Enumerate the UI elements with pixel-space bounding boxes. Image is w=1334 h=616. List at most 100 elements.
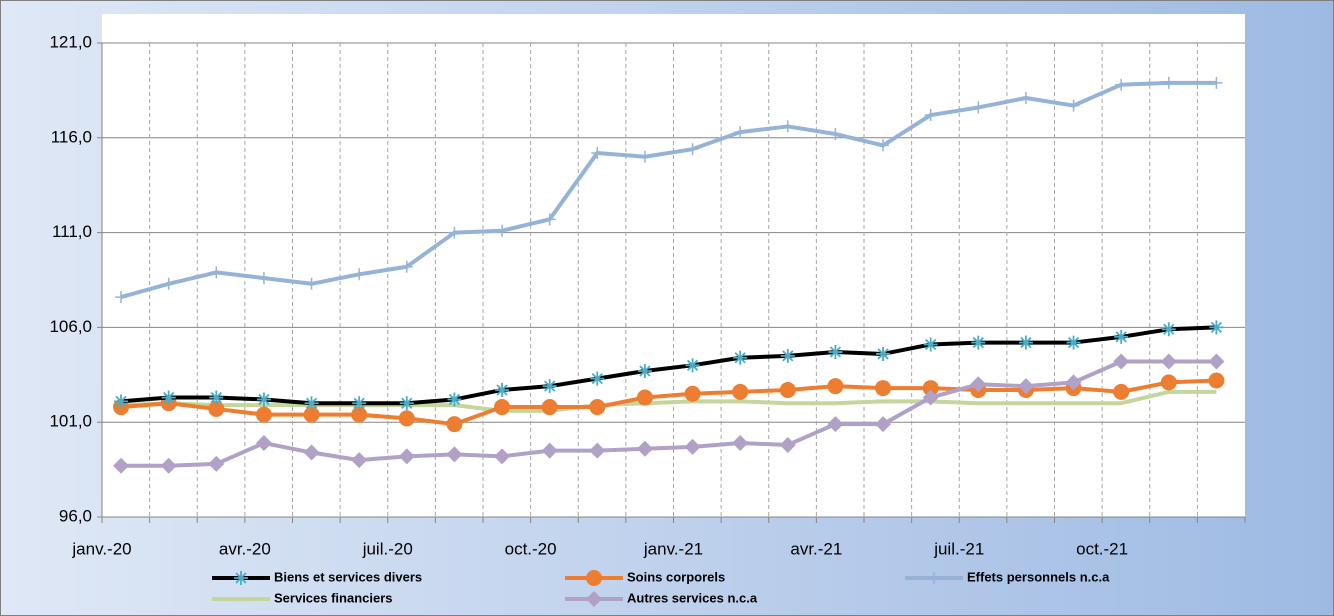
y-tick-label: 116,0 xyxy=(51,127,92,146)
marker xyxy=(541,399,558,416)
marker xyxy=(234,571,248,585)
x-tick-label: avr.-21 xyxy=(790,539,842,558)
marker xyxy=(827,416,844,433)
plot-area xyxy=(102,14,1245,517)
marker xyxy=(828,345,843,360)
marker xyxy=(494,448,511,465)
marker xyxy=(827,378,844,395)
marker xyxy=(1209,320,1224,335)
marker xyxy=(541,442,558,459)
marker xyxy=(781,120,794,133)
marker xyxy=(685,358,700,373)
marker xyxy=(496,224,509,237)
marker xyxy=(542,379,557,394)
marker xyxy=(1113,353,1130,370)
marker xyxy=(161,390,176,405)
marker xyxy=(829,128,842,141)
marker xyxy=(256,392,271,407)
marker xyxy=(923,337,938,352)
marker xyxy=(684,438,701,455)
marker xyxy=(780,348,795,363)
marker xyxy=(733,350,748,365)
marker xyxy=(400,260,413,273)
x-tick-label: janv.-21 xyxy=(643,539,703,558)
marker xyxy=(1067,99,1080,112)
marker xyxy=(255,435,272,452)
marker xyxy=(304,396,319,411)
marker xyxy=(1019,91,1032,104)
marker xyxy=(1115,78,1128,91)
y-tick-label: 106,0 xyxy=(49,317,92,336)
series-line xyxy=(120,80,1217,299)
marker xyxy=(686,143,699,156)
legend-label: Services financiers xyxy=(274,590,393,605)
marker xyxy=(1017,378,1034,395)
marker xyxy=(586,570,602,586)
marker xyxy=(732,383,749,400)
marker xyxy=(208,400,225,417)
marker xyxy=(543,213,556,226)
marker xyxy=(924,109,937,122)
marker xyxy=(779,381,796,398)
marker xyxy=(970,376,987,393)
marker xyxy=(1113,383,1130,400)
marker xyxy=(684,385,701,402)
marker xyxy=(589,399,606,416)
marker xyxy=(876,346,891,361)
marker xyxy=(162,277,175,290)
legend-label: Soins corporels xyxy=(627,569,725,584)
series-line xyxy=(120,389,1217,413)
marker xyxy=(494,399,511,416)
marker xyxy=(446,446,463,463)
marker xyxy=(1208,353,1225,370)
marker xyxy=(210,266,223,279)
series-line xyxy=(120,325,1217,406)
marker xyxy=(495,382,510,397)
marker xyxy=(590,371,605,386)
x-tick-label: juil.-21 xyxy=(933,539,984,558)
y-tick-label: 111,0 xyxy=(52,222,92,241)
legend-label: Effets personnels n.c.a xyxy=(967,569,1110,584)
marker xyxy=(1160,374,1177,391)
marker xyxy=(1210,76,1223,89)
marker xyxy=(353,268,366,281)
marker xyxy=(303,406,320,423)
marker xyxy=(160,457,177,474)
marker xyxy=(351,452,368,469)
marker xyxy=(398,448,415,465)
legend-label: Autres services n.c.a xyxy=(627,590,758,605)
marker xyxy=(638,150,651,163)
marker xyxy=(972,101,985,114)
y-tick-label: 121,0 xyxy=(49,32,92,51)
legend-label: Biens et services divers xyxy=(274,569,422,584)
x-tick-label: avr.-20 xyxy=(219,539,271,558)
marker xyxy=(398,410,415,427)
marker xyxy=(877,139,890,152)
marker xyxy=(779,436,796,453)
marker xyxy=(922,389,939,406)
marker xyxy=(1208,372,1225,389)
marker xyxy=(971,335,986,350)
marker xyxy=(1065,374,1082,391)
marker xyxy=(1114,329,1129,344)
marker xyxy=(305,277,318,290)
marker xyxy=(113,457,130,474)
marker xyxy=(115,291,128,304)
marker xyxy=(208,455,225,472)
marker xyxy=(636,389,653,406)
x-tick-label: oct.-20 xyxy=(505,539,557,558)
marker xyxy=(447,392,462,407)
marker xyxy=(399,396,414,411)
marker xyxy=(922,380,939,397)
marker xyxy=(446,416,463,433)
marker xyxy=(637,364,652,379)
marker xyxy=(732,435,749,452)
series-line xyxy=(121,359,1217,468)
y-tick-label: 96,0 xyxy=(59,506,92,525)
x-tick-label: oct.-21 xyxy=(1076,539,1128,558)
marker xyxy=(1066,335,1081,350)
marker xyxy=(591,146,604,159)
marker xyxy=(448,226,461,239)
